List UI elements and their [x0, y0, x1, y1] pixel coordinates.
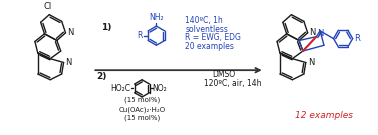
Text: NH₂: NH₂	[149, 13, 164, 22]
Text: R: R	[355, 34, 361, 43]
Text: N: N	[67, 28, 74, 37]
Text: 12 examples: 12 examples	[295, 111, 353, 120]
Text: 120ºC, air, 14h: 120ºC, air, 14h	[204, 79, 262, 88]
Text: solventless: solventless	[185, 25, 228, 33]
Text: N: N	[308, 58, 314, 67]
Text: 140ºC, 1h: 140ºC, 1h	[185, 16, 223, 25]
Text: R: R	[138, 31, 143, 40]
Text: 1): 1)	[101, 23, 111, 32]
Text: N: N	[317, 29, 324, 38]
Text: N: N	[310, 28, 316, 37]
Text: 2): 2)	[96, 72, 107, 81]
Text: (15 mol%): (15 mol%)	[124, 97, 160, 103]
Text: NO₂: NO₂	[153, 84, 167, 93]
Text: R = EWG, EDG: R = EWG, EDG	[185, 33, 241, 42]
Text: Cl: Cl	[43, 2, 51, 11]
Text: HO₂C: HO₂C	[111, 84, 131, 93]
Text: N: N	[65, 58, 72, 67]
Text: DMSO: DMSO	[212, 70, 235, 80]
Text: (15 mol%): (15 mol%)	[124, 115, 160, 121]
Text: Cu(OAc)₂·H₂O: Cu(OAc)₂·H₂O	[119, 106, 166, 113]
Text: 20 examples: 20 examples	[185, 42, 234, 51]
